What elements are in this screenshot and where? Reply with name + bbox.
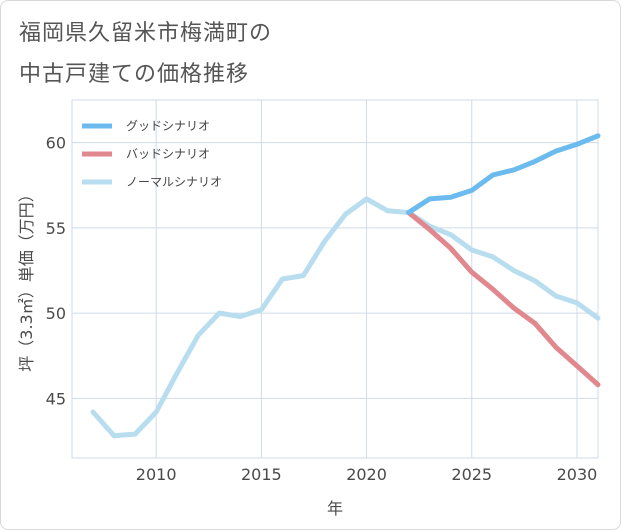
- legend-label: バッドシナリオ: [126, 147, 210, 161]
- y-tick-label: 50: [46, 304, 66, 323]
- y-axis-label: 坪（3.3㎡）単価（万円）: [17, 186, 36, 371]
- x-axis-label: 年: [327, 499, 343, 518]
- x-tick-label: 2010: [136, 465, 177, 484]
- grid: [71, 99, 599, 459]
- chart-title-line-2: 中古戸建ての価格推移: [19, 62, 250, 87]
- x-tick-label: 2030: [557, 465, 598, 484]
- x-tick-label: 2015: [241, 465, 282, 484]
- y-tick-label: 45: [46, 389, 66, 408]
- x-tick-label: 2025: [451, 465, 492, 484]
- legend-label: グッドシナリオ: [126, 119, 210, 133]
- chart-title-line-1: 福岡県久留米市梅満町の: [19, 21, 273, 46]
- series-line-0: [406, 133, 601, 215]
- series-line-2: [90, 196, 601, 439]
- y-tick-label: 60: [46, 134, 66, 153]
- y-tick-label: 55: [46, 219, 66, 238]
- series-line-1: [406, 210, 601, 388]
- series-lines: [90, 133, 601, 439]
- plot-frame: [71, 99, 599, 459]
- legend-label: ノーマルシナリオ: [126, 175, 222, 189]
- tick-labels: 2010 2015 2020 2025 2030 45 50 55 60: [46, 134, 598, 484]
- x-tick-label: 2020: [346, 465, 387, 484]
